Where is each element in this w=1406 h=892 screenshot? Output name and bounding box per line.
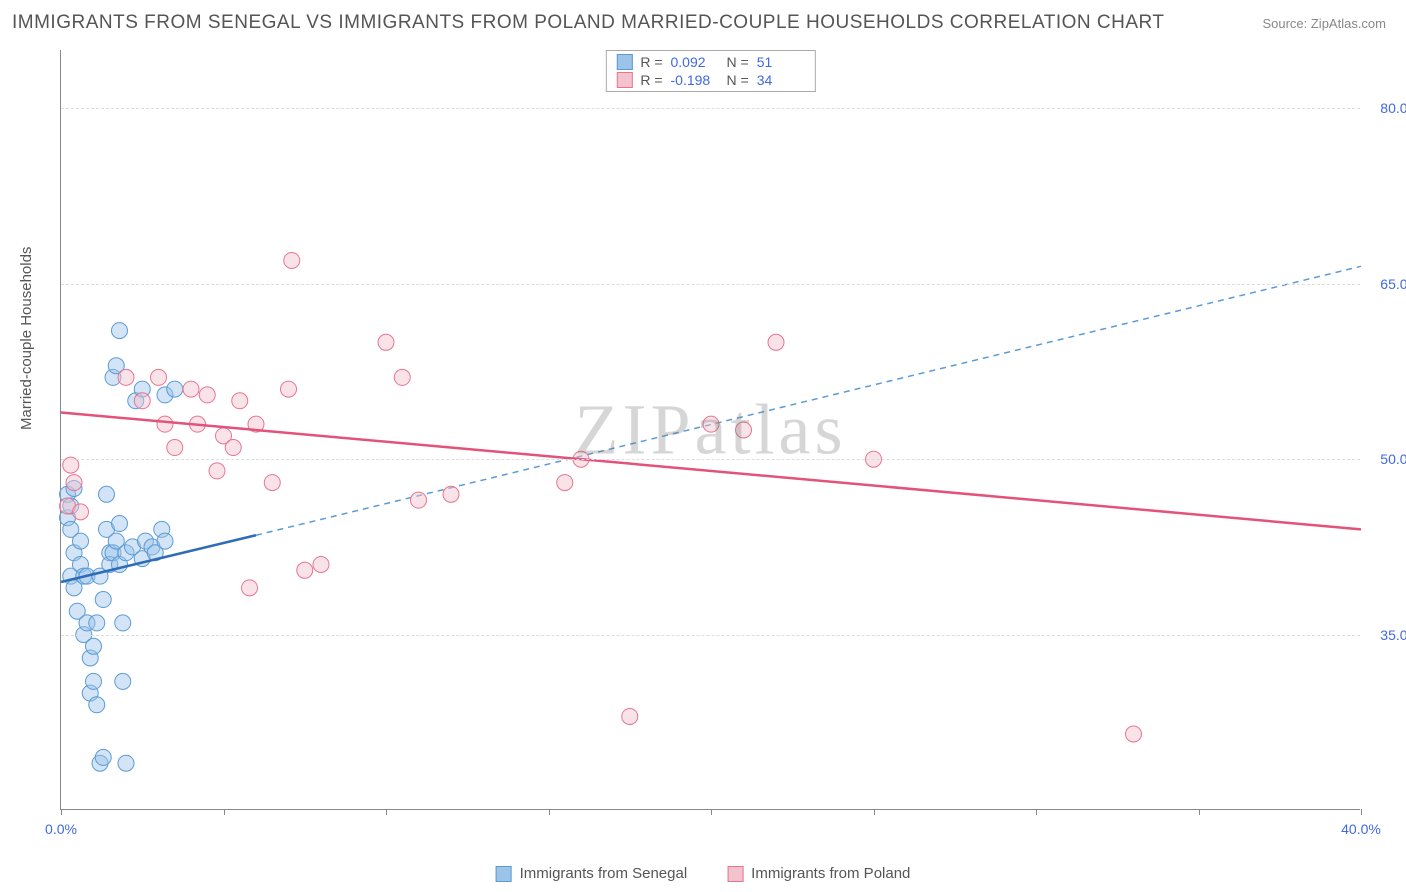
data-point <box>622 708 638 724</box>
data-point <box>378 334 394 350</box>
legend-item: Immigrants from Poland <box>727 865 910 882</box>
data-point <box>115 615 131 631</box>
data-point <box>66 475 82 491</box>
legend-item: Immigrants from Senegal <box>496 865 688 882</box>
data-point <box>183 381 199 397</box>
legend-swatch <box>616 54 632 70</box>
data-point <box>225 440 241 456</box>
data-point <box>167 440 183 456</box>
y-tick-label: 65.0% <box>1365 276 1406 292</box>
scatter-svg <box>61 50 1360 809</box>
data-point <box>89 697 105 713</box>
data-point <box>167 381 183 397</box>
data-point <box>112 516 128 532</box>
n-label: N = <box>727 72 749 88</box>
source-label: Source: ZipAtlas.com <box>1262 16 1386 31</box>
data-point <box>73 533 89 549</box>
x-tick-mark <box>1361 809 1362 815</box>
x-tick-label: 0.0% <box>45 821 77 837</box>
n-value: 51 <box>757 54 805 70</box>
data-point <box>89 615 105 631</box>
legend-label: Immigrants from Senegal <box>520 865 688 882</box>
data-point <box>313 556 329 572</box>
chart-title: IMMIGRANTS FROM SENEGAL VS IMMIGRANTS FR… <box>12 12 1165 34</box>
data-point <box>86 673 102 689</box>
data-point <box>151 369 167 385</box>
x-tick-mark <box>874 809 875 815</box>
data-point <box>99 486 115 502</box>
gridline <box>61 108 1360 109</box>
y-tick-label: 35.0% <box>1365 627 1406 643</box>
stats-legend-row: R = -0.198 N = 34 <box>606 71 814 89</box>
legend-swatch <box>616 72 632 88</box>
data-point <box>1126 726 1142 742</box>
data-point <box>281 381 297 397</box>
x-tick-mark <box>1036 809 1037 815</box>
data-point <box>411 492 427 508</box>
data-point <box>112 323 128 339</box>
source-link[interactable]: ZipAtlas.com <box>1311 16 1386 31</box>
legend-swatch <box>496 866 512 882</box>
data-point <box>736 422 752 438</box>
r-label: R = <box>640 54 662 70</box>
data-point <box>242 580 258 596</box>
bottom-legend: Immigrants from Senegal Immigrants from P… <box>496 865 911 882</box>
data-point <box>134 393 150 409</box>
x-tick-mark <box>711 809 712 815</box>
gridline <box>61 459 1360 460</box>
data-point <box>157 533 173 549</box>
data-point <box>557 475 573 491</box>
x-tick-mark <box>61 809 62 815</box>
data-point <box>209 463 225 479</box>
stats-legend-row: R = 0.092 N = 51 <box>606 53 814 71</box>
r-value: -0.198 <box>671 72 719 88</box>
data-point <box>394 369 410 385</box>
data-point <box>118 369 134 385</box>
gridline <box>61 284 1360 285</box>
data-point <box>284 252 300 268</box>
source-prefix: Source: <box>1262 16 1310 31</box>
legend-label: Immigrants from Poland <box>751 865 910 882</box>
data-point <box>768 334 784 350</box>
n-label: N = <box>727 54 749 70</box>
data-point <box>297 562 313 578</box>
data-point <box>115 673 131 689</box>
data-point <box>73 504 89 520</box>
legend-swatch <box>727 866 743 882</box>
y-tick-label: 80.0% <box>1365 100 1406 116</box>
data-point <box>703 416 719 432</box>
y-axis-label: Married-couple Households <box>18 247 35 430</box>
data-point <box>199 387 215 403</box>
data-point <box>86 638 102 654</box>
data-point <box>443 486 459 502</box>
data-point <box>118 755 134 771</box>
stats-legend: R = 0.092 N = 51 R = -0.198 N = 34 <box>605 50 815 92</box>
n-value: 34 <box>757 72 805 88</box>
x-tick-mark <box>1199 809 1200 815</box>
x-tick-mark <box>224 809 225 815</box>
y-tick-label: 50.0% <box>1365 451 1406 467</box>
data-point <box>232 393 248 409</box>
x-tick-mark <box>386 809 387 815</box>
data-point <box>95 749 111 765</box>
r-value: 0.092 <box>671 54 719 70</box>
r-label: R = <box>640 72 662 88</box>
chart-plot-area: ZIPatlas R =0.092N =51R =-0.198N =34 35.… <box>60 50 1360 810</box>
x-tick-mark <box>549 809 550 815</box>
gridline <box>61 635 1360 636</box>
data-point <box>264 475 280 491</box>
data-point <box>95 592 111 608</box>
data-point <box>157 416 173 432</box>
x-tick-label: 40.0% <box>1341 821 1381 837</box>
